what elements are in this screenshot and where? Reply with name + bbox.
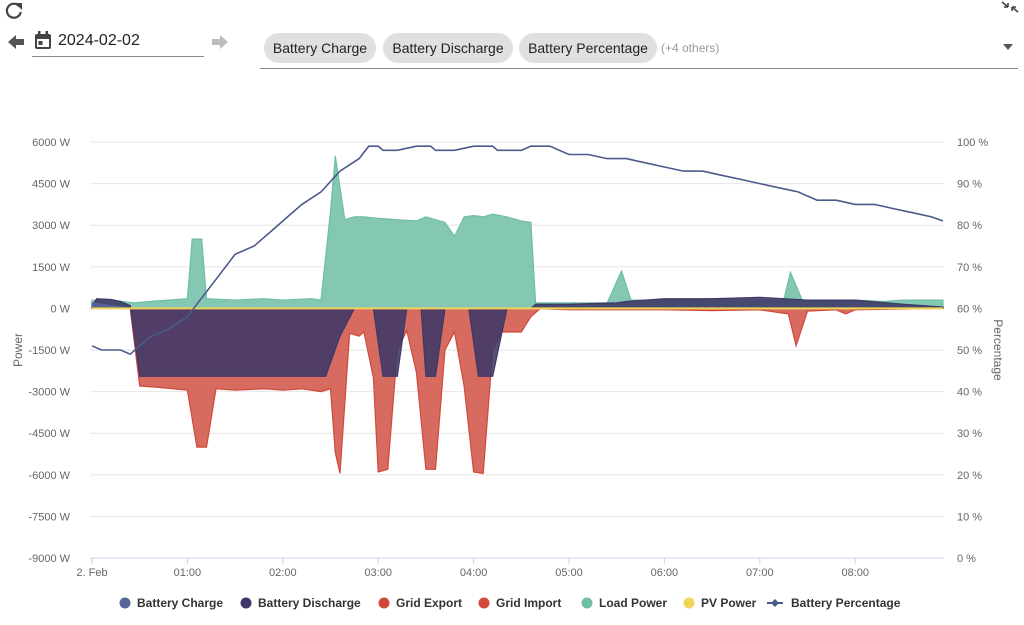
y-right-tick-label: 100 % bbox=[957, 137, 988, 149]
y-left-tick-label: 0 W bbox=[50, 303, 70, 315]
chip-battery-percentage[interactable]: Battery Percentage bbox=[519, 33, 657, 63]
collapse-icon[interactable] bbox=[1000, 0, 1020, 14]
y-left-axis-title: Power bbox=[11, 333, 25, 367]
area-battery-discharge bbox=[91, 296, 944, 377]
x-tick-label: 2. Feb bbox=[76, 567, 107, 579]
y-right-tick-label: 20 % bbox=[957, 470, 982, 482]
previous-day-arrow-icon[interactable] bbox=[7, 34, 25, 50]
y-right-tick-label: 10 % bbox=[957, 511, 982, 523]
x-tick-label: 05:00 bbox=[555, 567, 583, 579]
area-load-power bbox=[91, 155, 944, 309]
y-left-tick-label: -4500 W bbox=[28, 428, 70, 440]
x-tick-label: 08:00 bbox=[841, 567, 869, 579]
y-right-tick-label: 30 % bbox=[957, 428, 982, 440]
legend-marker-grid-export bbox=[378, 597, 390, 609]
legend-marker-grid-import bbox=[478, 597, 490, 609]
y-left-tick-label: -3000 W bbox=[28, 387, 70, 399]
y-right-tick-label: 60 % bbox=[957, 303, 982, 315]
legend-label-pv-power: PV Power bbox=[701, 596, 757, 610]
legend-marker-pv-power bbox=[683, 597, 695, 609]
x-tick-label: 07:00 bbox=[746, 567, 774, 579]
series-selector[interactable]: Battery Charge Battery Discharge Battery… bbox=[260, 30, 1018, 69]
y-right-tick-label: 90 % bbox=[957, 179, 982, 191]
date-picker[interactable] bbox=[32, 29, 204, 57]
legend-label-grid-export: Grid Export bbox=[396, 596, 462, 610]
y-left-tick-label: -7500 W bbox=[28, 511, 70, 523]
legend-label-battery-percentage: Battery Percentage bbox=[791, 596, 901, 610]
x-tick-label: 01:00 bbox=[174, 567, 202, 579]
legend-label-battery-charge: Battery Charge bbox=[137, 596, 223, 610]
date-input[interactable] bbox=[58, 31, 198, 51]
legend-label-grid-import: Grid Import bbox=[496, 596, 561, 610]
refresh-icon[interactable] bbox=[5, 2, 23, 20]
legend-label-battery-discharge: Battery Discharge bbox=[258, 596, 361, 610]
chip-battery-charge[interactable]: Battery Charge bbox=[264, 33, 376, 63]
y-right-tick-label: 80 % bbox=[957, 220, 982, 232]
others-count-label: (+4 others) bbox=[661, 41, 720, 55]
y-right-tick-label: 40 % bbox=[957, 387, 982, 399]
legend-label-load-power: Load Power bbox=[599, 596, 667, 610]
x-tick-label: 02:00 bbox=[269, 567, 297, 579]
y-left-tick-label: -1500 W bbox=[28, 345, 70, 357]
area-grid-export bbox=[92, 307, 944, 348]
legend-marker-load-power bbox=[581, 597, 593, 609]
legend-marker-battery-discharge bbox=[240, 597, 252, 609]
line-battery-percentage bbox=[91, 145, 944, 356]
chip-battery-discharge[interactable]: Battery Discharge bbox=[383, 33, 513, 63]
y-right-axis-title: Percentage bbox=[991, 319, 1005, 381]
y-left-tick-label: 1500 W bbox=[32, 262, 71, 274]
y-right-tick-label: 70 % bbox=[957, 262, 982, 274]
x-tick-label: 06:00 bbox=[651, 567, 679, 579]
dropdown-arrow-icon[interactable] bbox=[1002, 42, 1014, 52]
y-left-tick-label: -6000 W bbox=[28, 470, 70, 482]
y-left-tick-label: 6000 W bbox=[32, 137, 71, 149]
y-left-tick-label: 4500 W bbox=[32, 179, 71, 191]
next-day-arrow-icon[interactable] bbox=[211, 34, 229, 50]
x-tick-label: 03:00 bbox=[364, 567, 392, 579]
y-right-tick-label: 50 % bbox=[957, 345, 982, 357]
x-tick-label: 04:00 bbox=[460, 567, 488, 579]
legend-marker-battery-charge bbox=[119, 597, 131, 609]
legend-marker-battery-percentage bbox=[771, 599, 779, 607]
calendar-icon[interactable] bbox=[34, 31, 52, 50]
y-left-tick-label: -9000 W bbox=[28, 553, 70, 565]
y-left-tick-label: 3000 W bbox=[32, 220, 71, 232]
y-right-tick-label: 0 % bbox=[957, 553, 976, 565]
